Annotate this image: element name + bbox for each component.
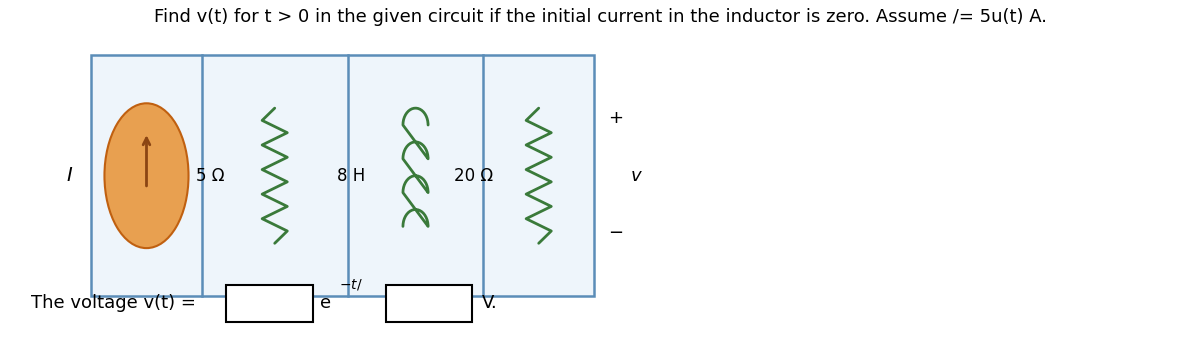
FancyBboxPatch shape (91, 55, 594, 296)
Text: 5 Ω: 5 Ω (196, 167, 224, 185)
FancyBboxPatch shape (227, 285, 313, 321)
FancyBboxPatch shape (385, 285, 472, 321)
Text: 20 Ω: 20 Ω (455, 167, 493, 185)
Ellipse shape (104, 103, 188, 248)
Text: −: − (608, 224, 624, 242)
Text: $I$: $I$ (66, 166, 73, 185)
Text: The voltage v(t) =: The voltage v(t) = (31, 294, 196, 312)
Text: +: + (608, 109, 623, 127)
Text: Find v(t) for t > 0 in the given circuit if the initial current in the inductor : Find v(t) for t > 0 in the given circuit… (154, 8, 1046, 26)
Text: $v$: $v$ (630, 167, 643, 185)
Text: $-t/$: $-t/$ (340, 277, 362, 292)
Text: e: e (320, 294, 331, 312)
Text: V.: V. (481, 294, 497, 312)
Text: 8 H: 8 H (337, 167, 365, 185)
